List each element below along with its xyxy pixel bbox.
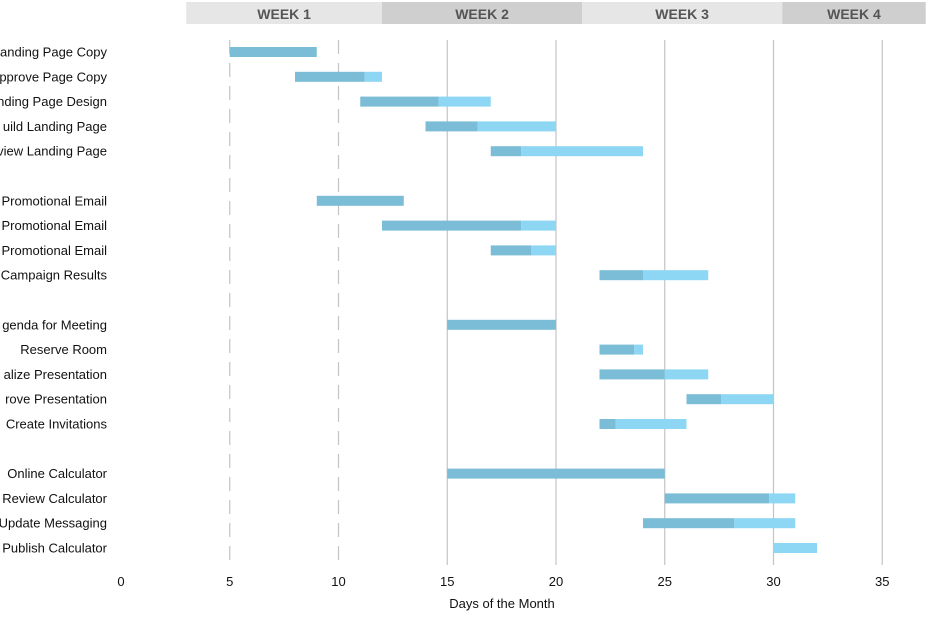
bar-completed <box>490 245 531 256</box>
task-label: alize Presentation <box>4 367 107 382</box>
bar-completed <box>295 71 365 82</box>
task-label: Update Messaging <box>0 516 107 531</box>
task-label: view Landing Page <box>0 144 107 159</box>
bar-completed <box>360 96 439 107</box>
bar-remaining <box>634 344 643 355</box>
task-labels: Landing Page Copy pprove Page Copy nding P… <box>0 45 108 556</box>
bar-remaining <box>734 518 796 529</box>
task-label: pprove Page Copy <box>0 69 107 84</box>
task-label: Reserve Room <box>20 342 107 357</box>
x-tick-label: 35 <box>875 574 889 589</box>
bar-remaining <box>615 419 687 429</box>
week-band-cell <box>186 2 382 24</box>
bar-completed <box>643 518 735 529</box>
bar-remaining <box>664 369 709 380</box>
bar-completed <box>425 121 478 132</box>
task-label: Online Calculator <box>7 466 107 481</box>
bar-completed <box>599 344 635 355</box>
bar-remaining <box>773 543 817 553</box>
bar-completed <box>382 220 522 231</box>
bar-remaining <box>643 270 709 281</box>
week-band-cell <box>382 2 583 24</box>
bar-completed <box>229 47 317 57</box>
task-label: nding Page Design <box>0 94 107 109</box>
task-label: genda for Meeting <box>2 317 107 332</box>
task-label: Publish Calculator <box>2 541 107 556</box>
bar-completed <box>490 146 522 157</box>
x-axis-title: Days of the Month <box>449 596 555 611</box>
task-label: Landing Page Copy <box>0 45 107 60</box>
x-tick-label: 20 <box>549 574 563 589</box>
bar-completed <box>447 468 665 479</box>
task-label: Promotional Email <box>2 193 108 208</box>
task-label: Promotional Email <box>2 243 108 258</box>
task-label: Campaign Results <box>1 268 108 283</box>
bar-remaining <box>477 121 556 132</box>
week-label: WEEK 4 <box>827 6 881 22</box>
x-axis-ticks: 0 5 10 15 20 25 30 35 <box>117 574 889 589</box>
task-label: rove Presentation <box>5 392 107 407</box>
week-label: WEEK 2 <box>455 6 509 22</box>
x-tick-label: 5 <box>226 574 233 589</box>
task-bars <box>229 47 817 553</box>
bar-remaining <box>530 245 556 256</box>
gridlines <box>229 40 883 565</box>
bar-completed <box>316 195 404 206</box>
week-label: WEEK 3 <box>655 6 709 22</box>
bar-remaining <box>721 394 774 405</box>
week-header-band: WEEK 1 WEEK 2 WEEK 3 WEEK 4 <box>186 2 926 24</box>
bar-remaining <box>521 146 643 157</box>
bar-remaining <box>438 96 491 107</box>
task-label: Create Invitations <box>6 417 108 432</box>
bar-completed <box>447 319 556 330</box>
bar-completed <box>599 270 643 281</box>
task-label: Review Calculator <box>2 491 107 506</box>
x-tick-label: 25 <box>658 574 672 589</box>
bar-remaining <box>769 493 796 504</box>
week-label: WEEK 1 <box>257 6 311 22</box>
bar-completed <box>599 369 665 380</box>
bar-completed <box>599 419 616 429</box>
bar-remaining <box>521 220 556 231</box>
week-band-cell <box>582 2 783 24</box>
task-label: uild Landing Page <box>3 119 107 134</box>
x-tick-label: 10 <box>331 574 345 589</box>
week-band-cell <box>782 2 926 24</box>
task-label: Promotional Email <box>2 218 108 233</box>
x-tick-label: 30 <box>766 574 780 589</box>
bar-completed <box>686 394 722 405</box>
x-tick-label: 0 <box>117 574 124 589</box>
bar-completed <box>664 493 770 504</box>
bar-remaining <box>364 71 382 82</box>
x-tick-label: 15 <box>440 574 454 589</box>
